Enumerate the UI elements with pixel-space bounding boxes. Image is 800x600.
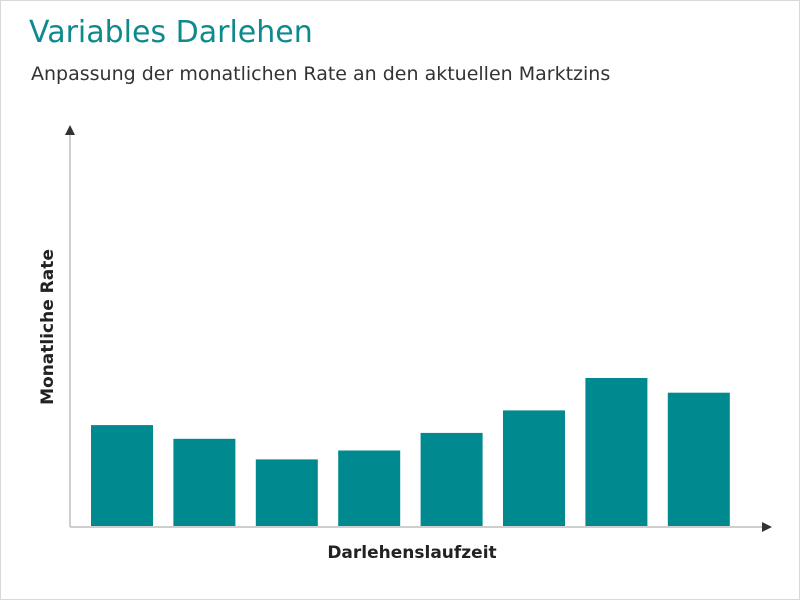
page-title: Variables Darlehen [29, 15, 313, 50]
bar-1 [91, 425, 153, 526]
bar-3 [255, 459, 318, 526]
bar-6 [503, 410, 565, 526]
bar-series [91, 378, 730, 526]
bar-7 [585, 378, 648, 526]
bar-2 [173, 438, 236, 526]
bar-5 [420, 432, 483, 526]
x-axis-arrow-icon [762, 522, 772, 532]
bar-8 [667, 392, 730, 526]
page-subtitle: Anpassung der monatlichen Rate an den ak… [31, 63, 611, 85]
y-axis-label: Monatliche Rate [38, 249, 58, 405]
bar-4 [338, 450, 401, 526]
y-axis-arrow-icon [65, 125, 75, 135]
x-axis-label: Darlehenslaufzeit [327, 543, 496, 563]
